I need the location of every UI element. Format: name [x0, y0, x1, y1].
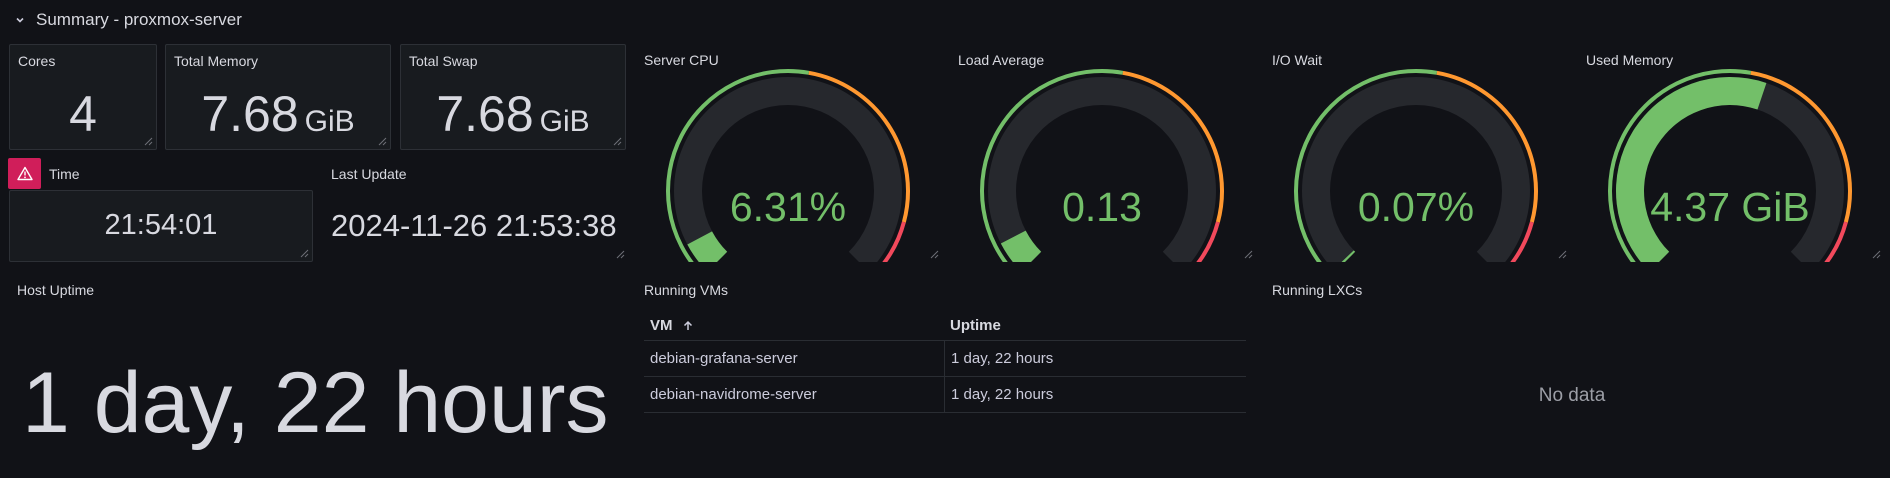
resize-handle-icon[interactable]: [378, 137, 387, 146]
gauge-chart: 6.31%: [666, 69, 910, 262]
table-cell: 1 day, 22 hours: [944, 377, 1246, 412]
gauge-threshold-arc: [1436, 70, 1538, 223]
gauge-track: [674, 77, 902, 262]
last-update-panel: Last Update 2024-11-26 21:53:38: [322, 158, 628, 262]
table-row: debian-grafana-server 1 day, 22 hours: [644, 341, 1246, 377]
no-data-message: No data: [1538, 385, 1606, 406]
row-header[interactable]: Summary - proxmox-server: [0, 0, 1890, 40]
resize-handle-icon[interactable]: [144, 137, 153, 146]
resize-handle-icon[interactable]: [1558, 250, 1567, 259]
gauge-panel: Server CPU 6.31%: [636, 44, 942, 262]
column-header-vm[interactable]: VM: [644, 311, 944, 340]
gauge-value-fill: [1616, 77, 1767, 262]
panel-title: Last Update: [331, 166, 407, 182]
gauge-track: [1302, 77, 1530, 262]
panel-title: Time: [49, 166, 80, 182]
gauge-threshold-arc: [1196, 221, 1220, 262]
time-panel: 21:54:01: [9, 190, 313, 262]
gauge-chart: 4.37 GiB: [1608, 69, 1852, 262]
total-memory-panel: Total Memory 7.68 GiB: [165, 44, 391, 150]
table-row: debian-navidrome-server 1 day, 22 hours: [644, 377, 1246, 413]
panel-title: Running LXCs: [1272, 282, 1363, 298]
running-vms-panel: Running VMs: [636, 274, 1256, 464]
gauge-value-fill: [687, 231, 728, 262]
gauge-threshold-arc: [1294, 69, 1438, 262]
panel-title: Total Memory: [174, 53, 259, 69]
panel-title: Used Memory: [1586, 52, 1674, 68]
warning-icon: [16, 166, 33, 181]
running-vms-table: VM Uptime debian-grafana-server 1 day, 2…: [644, 311, 1246, 413]
panel-title: Server CPU: [644, 52, 719, 68]
row-title: Summary - proxmox-server: [36, 10, 242, 29]
table-cell: debian-grafana-server: [650, 350, 798, 367]
gauge-value: 4.37 GiB: [1650, 184, 1810, 230]
time-panel-title: Time: [49, 166, 80, 182]
panel-title: Host Uptime: [17, 282, 95, 298]
gauge-threshold-arc: [1824, 221, 1848, 262]
panel-title: Load Average: [958, 52, 1045, 68]
panel-title: Total Swap: [409, 53, 478, 69]
host-uptime-value: 1 day, 22 hours: [22, 355, 609, 451]
table-cell: 1 day, 22 hours: [944, 341, 1246, 376]
chevron-down-icon[interactable]: [14, 14, 26, 26]
gauge-threshold-arc: [1122, 70, 1224, 223]
cores-value: 4: [69, 86, 97, 142]
gauge-threshold-arc: [1510, 221, 1534, 262]
gauge-value: 6.31%: [730, 184, 846, 230]
gauge-value-fill: [1341, 250, 1356, 262]
total-memory-value: 7.68: [201, 86, 299, 142]
resize-handle-icon[interactable]: [930, 250, 939, 259]
time-value: 21:54:01: [104, 209, 218, 241]
resize-handle-icon[interactable]: [613, 137, 622, 146]
column-label: VM: [650, 317, 673, 334]
table-header: VM Uptime: [644, 311, 1246, 341]
total-swap-stat: 7.68 GiB: [401, 85, 625, 143]
resize-handle-icon[interactable]: [1244, 250, 1253, 259]
cores-panel: Cores 4: [9, 44, 157, 150]
gauge-threshold-arc: [882, 221, 906, 262]
resize-handle-icon[interactable]: [300, 249, 309, 258]
total-memory-stat: 7.68 GiB: [166, 85, 390, 143]
column-label: Uptime: [950, 317, 1001, 334]
total-swap-value: 7.68: [436, 86, 534, 142]
table-cell: debian-navidrome-server: [650, 386, 817, 403]
resize-handle-icon[interactable]: [616, 250, 625, 259]
panel-title: I/O Wait: [1272, 52, 1323, 68]
gauge-threshold-arc: [1750, 70, 1852, 223]
gauge-panel: Load Average 0.13: [950, 44, 1256, 262]
gauge-chart: 0.13: [980, 69, 1224, 262]
total-memory-unit: GiB: [304, 105, 355, 138]
gauge-chart: 0.07%: [1294, 69, 1538, 262]
last-update-value: 2024-11-26 21:53:38: [331, 208, 617, 243]
gauge-threshold-arc: [808, 70, 910, 223]
column-header-uptime[interactable]: Uptime: [944, 311, 1246, 340]
resize-handle-icon[interactable]: [1872, 250, 1881, 259]
total-swap-panel: Total Swap 7.68 GiB: [400, 44, 626, 150]
gauge-threshold-arc: [666, 69, 810, 262]
alert-badge[interactable]: [8, 158, 41, 189]
gauge-track: [988, 77, 1216, 262]
running-lxcs-panel: Running LXCs: [1264, 274, 1884, 464]
panel-title: Cores: [18, 53, 56, 69]
gauge-threshold-arc: [1608, 69, 1752, 262]
host-uptime-panel: Host Uptime 1 day, 22 hours: [9, 274, 629, 464]
gauge-panel: Used Memory 4.37 GiB: [1578, 44, 1884, 262]
total-swap-unit: GiB: [539, 105, 590, 138]
gauge-value: 0.13: [1062, 184, 1142, 230]
gauge-panel: I/O Wait 0.07%: [1264, 44, 1570, 262]
panel-title: Running VMs: [644, 282, 729, 298]
gauge-threshold-arc: [980, 69, 1124, 262]
gauge-value: 0.07%: [1358, 184, 1474, 230]
sort-ascending-icon: [683, 320, 692, 330]
gauge-value-fill: [1000, 230, 1042, 262]
